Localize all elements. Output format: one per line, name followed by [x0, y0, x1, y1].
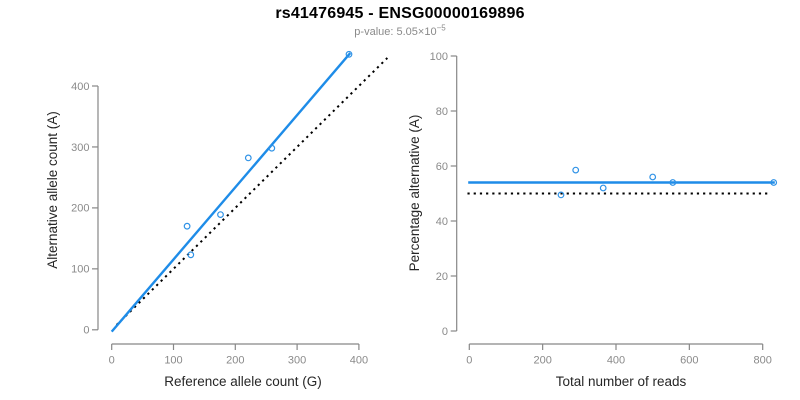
- x-tick-label: 400: [350, 355, 368, 367]
- subtitle-text: p-value: 5.05×10: [354, 26, 437, 38]
- data-point: [217, 211, 224, 219]
- subtitle-exponent: −5: [436, 23, 446, 33]
- figure-title: rs41476945 - ENSG00000169896: [275, 5, 525, 22]
- x-tick-label: 200: [533, 355, 551, 367]
- data-point: [557, 191, 565, 199]
- y-tick-label: 300: [71, 142, 89, 154]
- data-point: [244, 154, 252, 162]
- scatter-plot-left: 0 100 200 300 400 0 100 200 300 400 Reference alle…: [45, 50, 389, 389]
- scatter-plot-right: 0 200 400 600 800 0 20 40 60 80 100 Total number of…: [407, 51, 778, 389]
- data-point: [345, 50, 353, 58]
- data-point: [599, 184, 607, 192]
- y-tick-label: 0: [442, 326, 448, 338]
- y-tick-label: 400: [71, 81, 89, 93]
- y-tick-label: 0: [83, 325, 89, 337]
- data-point: [669, 179, 677, 186]
- x-tick-label: 800: [754, 355, 772, 367]
- x-tick-label: 200: [226, 355, 244, 367]
- y-tick-label: 100: [430, 51, 448, 63]
- data-point: [183, 222, 191, 230]
- y-tick-label: 80: [436, 106, 448, 118]
- x-tick-label: 0: [109, 355, 115, 367]
- y-axis-title-right: Percentage alternative (A): [407, 115, 422, 272]
- figure-subtitle: p-value: 5.05×10−5: [0, 23, 800, 38]
- y-tick-label: 200: [71, 203, 89, 215]
- data-point: [770, 179, 778, 186]
- x-tick-label: 100: [164, 355, 182, 367]
- fit-line-left: [110, 52, 352, 333]
- data-point: [572, 166, 580, 174]
- identity-line-left: [115, 57, 389, 326]
- x-tick-label: 400: [607, 355, 625, 367]
- data-point: [187, 251, 195, 259]
- x-tick-label: 300: [288, 355, 306, 367]
- x-axis-title-right: Total number of reads: [556, 374, 687, 389]
- y-tick-label: 40: [436, 216, 448, 228]
- x-axis-title-left: Reference allele count (G): [164, 374, 322, 389]
- data-point: [649, 173, 657, 181]
- data-point: [268, 144, 276, 152]
- y-tick-label: 100: [71, 264, 89, 276]
- x-tick-label: 600: [680, 355, 698, 367]
- y-tick-label: 20: [436, 271, 448, 283]
- x-tick-label: 0: [466, 355, 472, 367]
- y-tick-label: 60: [436, 161, 448, 173]
- y-axis-title-left: Alternative allele count (A): [45, 111, 60, 269]
